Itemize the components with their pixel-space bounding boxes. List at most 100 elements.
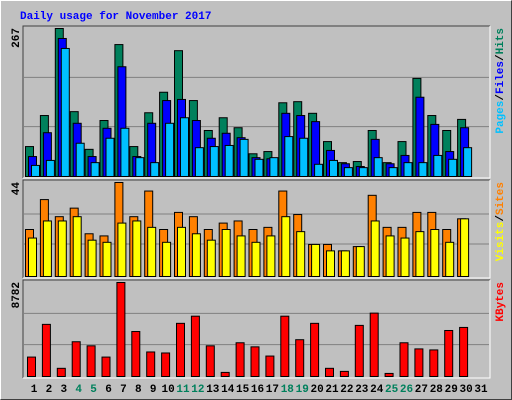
legend-separator: /	[495, 215, 507, 222]
x-tick-label: 30	[459, 384, 472, 396]
x-tick-label: 23	[355, 384, 369, 396]
bar	[161, 352, 171, 378]
legend: KBytes	[495, 282, 507, 322]
bar	[147, 226, 157, 277]
bar	[220, 371, 230, 378]
bar	[132, 220, 142, 277]
bar	[266, 235, 276, 277]
bar	[87, 239, 97, 278]
bar	[86, 345, 96, 377]
bar	[448, 158, 458, 178]
bar	[180, 117, 189, 177]
x-tick-label: 22	[340, 384, 353, 396]
bar	[117, 222, 127, 278]
bar	[190, 315, 200, 377]
x-tick-label: 11	[176, 384, 190, 396]
bar	[146, 351, 156, 378]
bar	[206, 239, 216, 278]
bar	[41, 323, 51, 378]
bar	[400, 237, 410, 277]
bar	[90, 162, 100, 177]
legend-entry: Files	[495, 61, 507, 94]
bar	[326, 250, 335, 277]
y-tick-label: 8782	[11, 282, 23, 308]
legend: Pages/Files/Hits	[495, 28, 507, 134]
bar	[165, 122, 175, 177]
x-tick-label: 2	[46, 384, 53, 396]
x-tick-label: 25	[385, 384, 399, 396]
panel-frame-dark	[22, 279, 490, 378]
chart-title: Daily usage for November 2017	[20, 11, 211, 23]
legend-entry: KBytes	[495, 282, 507, 322]
bar	[384, 372, 394, 378]
bar	[329, 159, 338, 177]
bar	[224, 144, 234, 177]
bar	[430, 229, 440, 277]
bar	[162, 241, 172, 277]
bar	[251, 241, 261, 277]
bar	[370, 220, 380, 277]
bar	[340, 250, 350, 277]
bar	[358, 167, 368, 178]
x-tick-label: 26	[400, 384, 413, 396]
bar	[310, 322, 320, 377]
bar	[45, 159, 55, 177]
bar	[414, 348, 424, 377]
bar	[135, 157, 145, 178]
bar	[385, 235, 395, 277]
bar	[250, 346, 260, 377]
bar	[403, 162, 413, 177]
x-tick-label: 1	[31, 384, 38, 396]
bar	[120, 127, 130, 178]
bar	[235, 342, 245, 378]
bar	[299, 137, 309, 177]
bar	[388, 167, 398, 178]
panel-frame-light	[23, 180, 491, 279]
x-tick-label: 27	[415, 384, 428, 396]
x-tick-label: 12	[191, 384, 204, 396]
legend-entry: Hits	[495, 28, 507, 54]
bar	[354, 324, 364, 377]
bar	[221, 229, 231, 277]
bar	[433, 154, 443, 177]
bar	[463, 147, 473, 177]
x-tick-label: 4	[75, 384, 82, 396]
bar	[284, 136, 294, 177]
bar	[191, 233, 201, 277]
x-tick-label: 3	[60, 384, 67, 396]
x-tick-label: 29	[445, 384, 458, 396]
x-tick-label: 20	[310, 384, 323, 396]
bar	[176, 322, 185, 377]
legend-separator: /	[495, 94, 507, 101]
bar	[205, 345, 215, 377]
bar	[444, 329, 454, 378]
bar	[459, 326, 469, 377]
legend-entry: Pages	[495, 101, 507, 134]
bar	[355, 246, 365, 278]
bar	[105, 137, 115, 177]
bar	[75, 142, 85, 178]
bar	[194, 147, 204, 177]
x-tick-label: 5	[90, 384, 97, 396]
bar	[131, 331, 141, 378]
x-tick-label: 14	[221, 384, 235, 396]
bar	[418, 162, 428, 177]
x-tick-label: 21	[325, 384, 339, 396]
bar	[445, 241, 455, 277]
bar	[236, 235, 246, 277]
bar	[31, 164, 40, 178]
x-tick-label: 28	[430, 384, 444, 396]
panel-frame-light	[23, 26, 491, 179]
bar	[269, 157, 279, 178]
panel-frame-light	[23, 280, 491, 379]
bar	[325, 367, 334, 377]
panel-frame-dark	[22, 179, 490, 278]
bar	[399, 342, 409, 378]
x-tick-label: 6	[105, 384, 112, 396]
bar	[28, 237, 37, 277]
bar	[209, 146, 219, 177]
bar	[339, 370, 349, 378]
legend-entry: Visits	[495, 222, 507, 262]
legend: Visits/Sites	[495, 182, 507, 261]
